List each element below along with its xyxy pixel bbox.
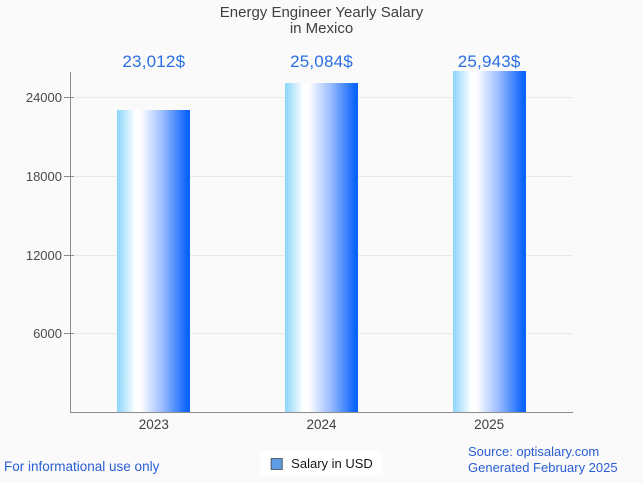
legend-label: Salary in USD [291,456,373,471]
y-tick-label-6000: 6000 [33,326,62,342]
x-tick-label-2023: 2023 [138,417,169,432]
x-tick-label-2024: 2024 [306,417,337,432]
x-tick-label-2025: 2025 [474,417,505,432]
y-tick-24000 [64,97,74,98]
bar-2025 [452,71,526,412]
y-tick-label-18000: 18000 [25,168,62,184]
y-tick-label-24000: 24000 [25,90,62,105]
y-tick-12000 [64,254,74,256]
value-label-2025: 25,943$ [457,52,521,71]
y-axis-line [70,72,71,412]
source-line: Source: optisalary.com [468,444,600,459]
legend-marker-square [270,457,283,470]
bar-2023 [117,109,191,412]
value-label-2024: 25,084$ [290,52,353,71]
y-tick-label-12000: 12000 [25,247,62,263]
y-tick-18000 [64,175,74,177]
y-tick-6000 [64,333,74,335]
x-axis-line [70,412,573,413]
source-note: Source: optisalary.com Generated Februar… [468,444,618,475]
value-label-2023: 23,012$ [122,52,186,71]
legend: Salary in USD [260,451,383,476]
disclaimer-text: For informational use only [4,459,160,474]
bar-2024 [285,82,358,412]
chart-title: Energy Engineer Yearly Salary in Mexico [219,4,424,37]
generated-line: Generated February 2025 [468,459,618,475]
